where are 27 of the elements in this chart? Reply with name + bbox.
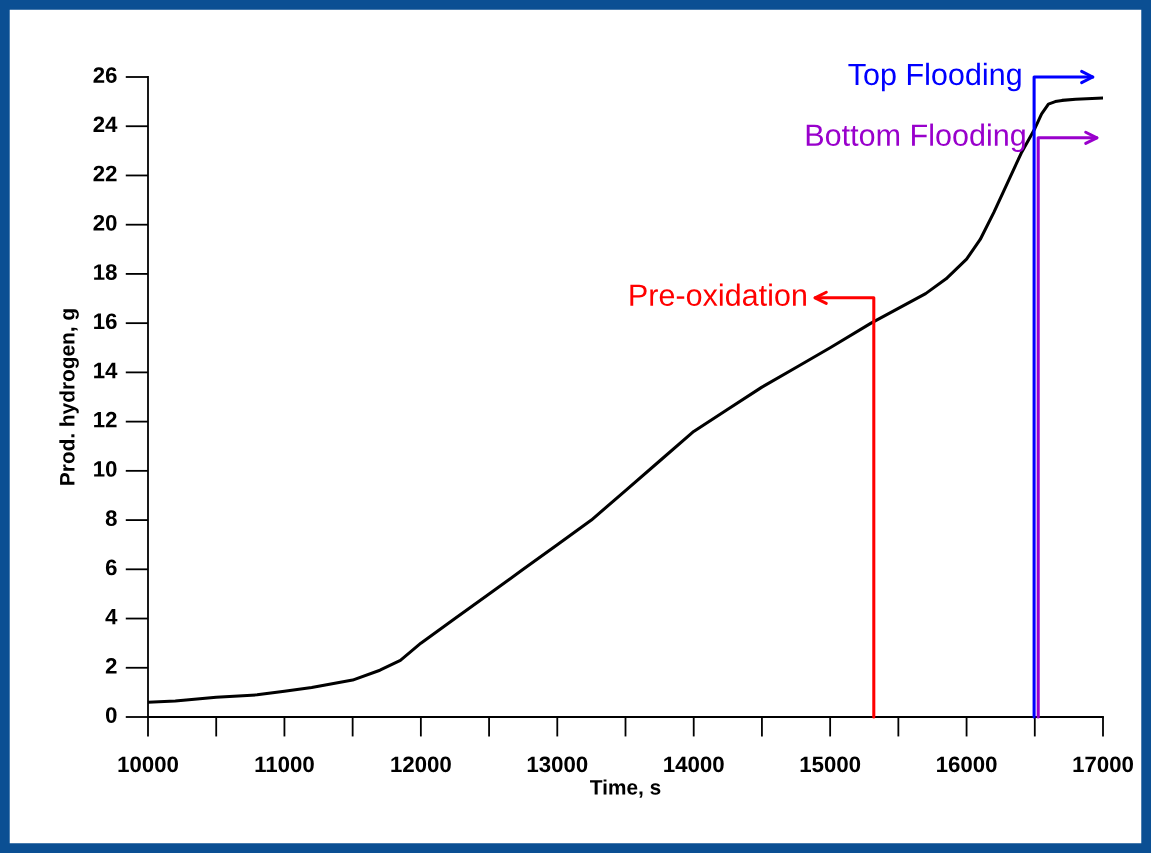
x-tick-label: 15000 [800,756,861,773]
y-tick-label: 16 [94,313,117,330]
y-tick-label: 24 [93,116,118,132]
ref-line-label: Pre-oxidation [630,283,806,306]
y-axis-title: Prod. hydrogen, g [59,309,79,485]
y-tick-label: 6 [105,559,117,576]
x-axis-title: Time, s [590,779,661,798]
x-tick-label: 16000 [937,756,997,773]
x-tick-label: 14000 [664,756,724,773]
x-tick-label: 11000 [255,756,314,773]
y-tick-label: 12 [94,411,117,428]
x-tick-label: 13000 [527,756,588,773]
y-tick-label: 4 [105,609,118,625]
ref-line-label: Bottom Flooding [806,123,1025,153]
y-tick-label: 26 [93,67,117,83]
y-tick-label: 2 [105,658,117,674]
y-tick-label: 18 [94,264,117,280]
y-tick-label: 22 [93,165,117,182]
y-tick-label: 14 [94,362,118,379]
x-tick-label: 12000 [391,756,451,773]
ref-line-label: Top Flooding [848,62,1021,92]
x-tick-label: 17000 [1073,756,1133,773]
y-tick-label: 8 [105,510,117,527]
y-tick-label: 0 [105,707,117,723]
y-tick-label: 20 [93,214,117,231]
x-tick-label: 10000 [118,756,178,773]
y-tick-label: 10 [94,461,117,477]
